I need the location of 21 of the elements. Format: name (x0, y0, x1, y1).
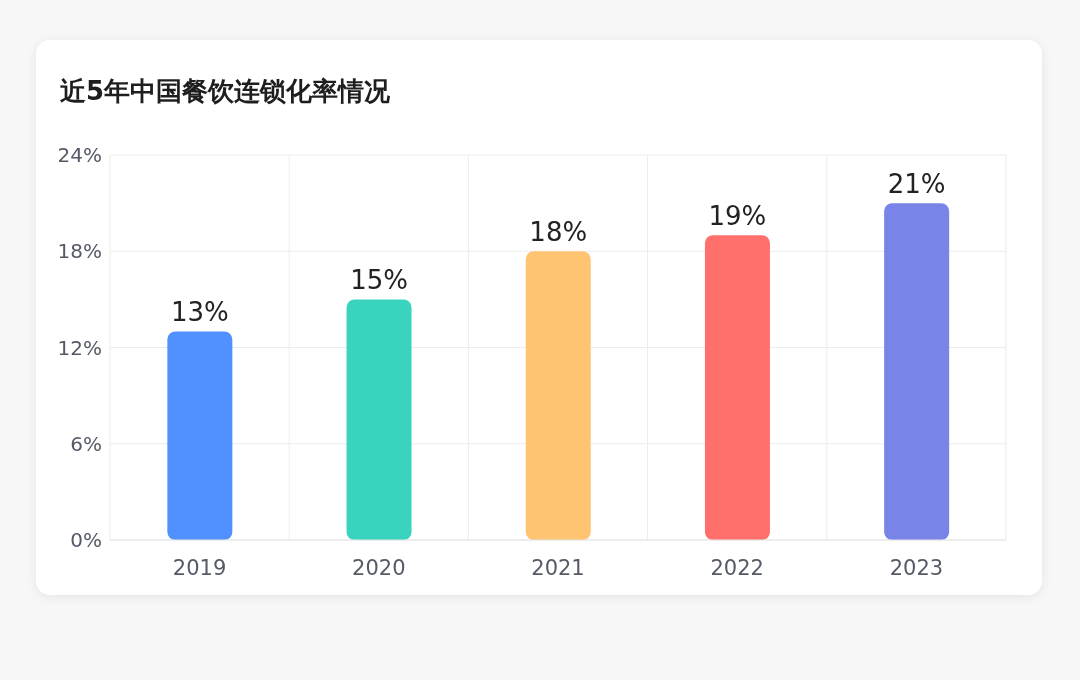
x-tick-label: 2020 (352, 555, 406, 580)
y-tick-label: 24% (57, 143, 102, 168)
data-label: 19% (708, 201, 767, 232)
y-tick-label: 12% (57, 335, 102, 360)
x-tick-label: 2023 (889, 555, 944, 580)
data-label: 18% (529, 217, 588, 248)
bar (346, 299, 412, 540)
bar (525, 251, 591, 540)
y-tick-label: 0% (70, 528, 102, 553)
x-tick-label: 2019 (172, 555, 227, 580)
data-label: 13% (170, 297, 229, 328)
chart-title: 近5年中国餐饮连锁化率情况 (60, 75, 391, 108)
bar (167, 331, 233, 540)
data-label: 15% (350, 265, 408, 296)
y-tick-label: 18% (57, 239, 102, 264)
x-tick-label: 2022 (710, 555, 764, 580)
data-label: 21% (887, 169, 946, 200)
y-tick-label: 6% (70, 431, 102, 456)
bar (704, 235, 770, 540)
x-tick-label: 2021 (531, 555, 585, 580)
bar (884, 203, 950, 540)
